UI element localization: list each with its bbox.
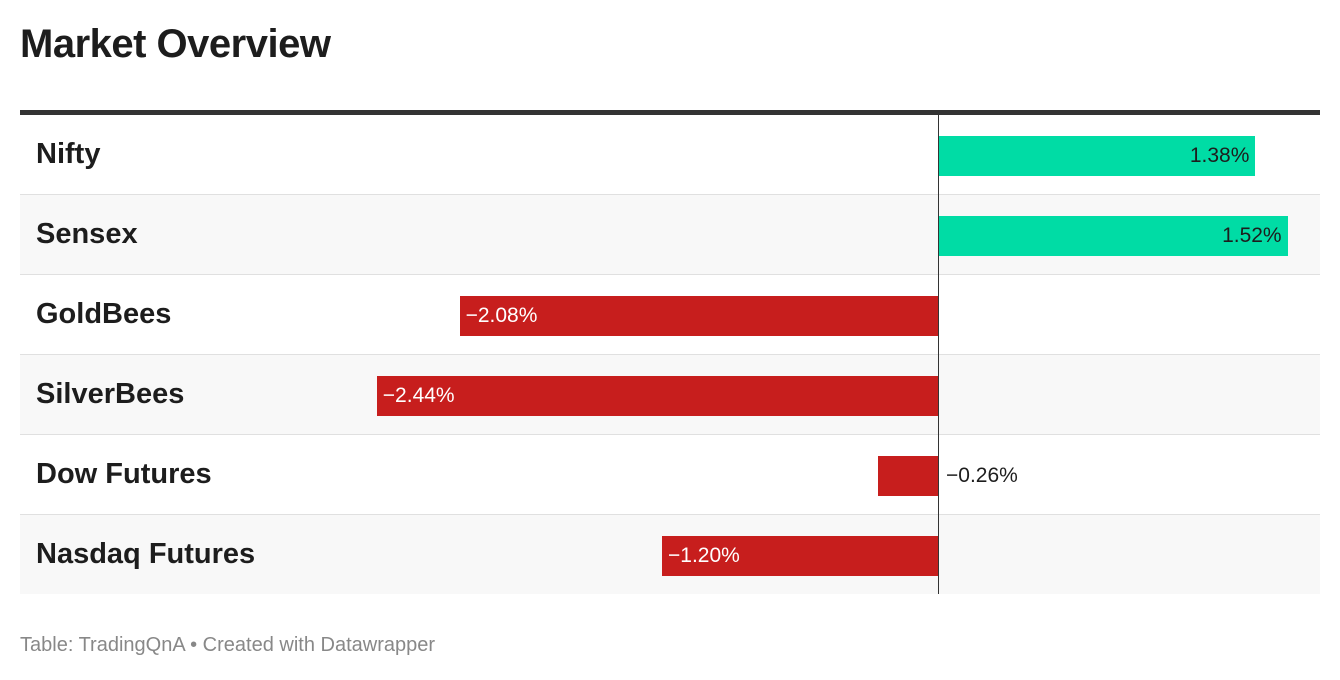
value-label: −0.26% xyxy=(946,464,1018,487)
row-label: Dow Futures xyxy=(36,458,212,490)
bar xyxy=(938,216,1288,256)
bar xyxy=(662,536,938,576)
bar xyxy=(878,456,938,496)
table-row: Nasdaq Futures −1.20% xyxy=(20,515,1320,594)
value-label: −2.08% xyxy=(465,304,538,327)
table-row: SilverBees −2.44% xyxy=(20,355,1320,435)
row-label: Nasdaq Futures xyxy=(36,538,256,570)
table-row: Sensex 1.52% xyxy=(20,195,1320,275)
table-row: Nifty 1.38% xyxy=(20,115,1320,195)
page-title: Market Overview xyxy=(20,22,331,66)
row-label: GoldBees xyxy=(36,298,172,330)
table-rows: Nifty 1.38% Sensex 1.52% GoldBees −2.08% Silve… xyxy=(20,115,1320,594)
value-label: 1.38% xyxy=(1189,144,1250,167)
bar xyxy=(938,136,1256,176)
market-table: Nifty 1.38% Sensex 1.52% GoldBees −2.08% Silve… xyxy=(20,110,1320,594)
row-label: Sensex xyxy=(36,218,138,250)
row-label: SilverBees xyxy=(36,378,185,410)
row-label: Nifty xyxy=(36,138,101,170)
bar xyxy=(376,376,938,416)
value-label: 1.52% xyxy=(1222,224,1282,247)
table-row: Dow Futures −0.26% xyxy=(20,435,1320,515)
value-label: −1.20% xyxy=(668,544,740,567)
value-label: −2.44% xyxy=(382,384,455,407)
table-row: GoldBees −2.08% xyxy=(20,275,1320,355)
chart-footer: Table: TradingQnA • Created with Datawra… xyxy=(20,634,435,656)
bar xyxy=(459,296,938,336)
